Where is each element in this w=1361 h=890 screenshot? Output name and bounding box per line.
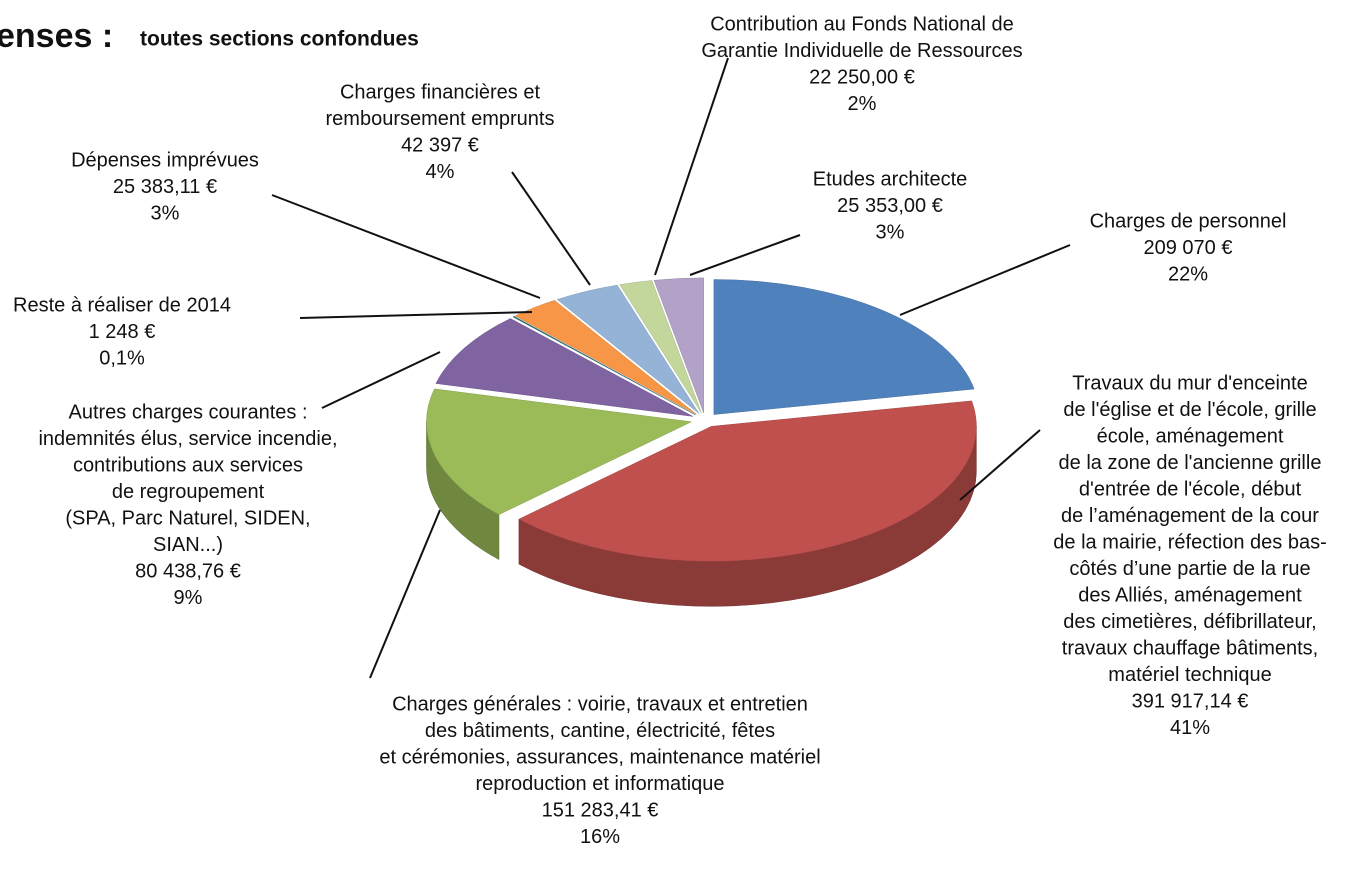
category-label: travaux chauffage bâtiments, [1062, 637, 1318, 659]
value-label: 0,1% [99, 347, 145, 369]
category-label: Charges de personnel [1090, 210, 1287, 232]
category-label: Charges financières et [340, 81, 541, 103]
chart-subtitle: toutes sections confondues [140, 28, 419, 51]
value-label: 2% [848, 93, 877, 115]
leader-line [690, 235, 800, 275]
category-label: de l'église et de l'école, grille [1063, 399, 1316, 421]
leader-line [655, 58, 728, 275]
category-label: des bâtiments, cantine, électricité, fêt… [425, 720, 775, 742]
leader-line [900, 245, 1070, 315]
category-label: côtés d’une partie de la rue [1069, 558, 1310, 580]
category-label: d'entrée de l'école, début [1079, 478, 1302, 500]
value-label: 3% [151, 202, 180, 224]
value-label: 22% [1168, 263, 1208, 285]
leader-line [272, 195, 540, 298]
category-label: Reste à réaliser de 2014 [13, 294, 231, 316]
category-label: (SPA, Parc Naturel, SIDEN, [65, 507, 310, 529]
category-label: Contribution au Fonds National de [710, 13, 1014, 35]
amount-label: 151 283,41 € [542, 799, 659, 821]
amount-label: 1 248 € [89, 321, 156, 343]
chart: enses : toutes sections confondues Charg… [0, 0, 1361, 885]
slice-label: Dépenses imprévues 25 383,11 € 3% [71, 149, 259, 224]
slice-label: Travaux du mur d'enceinte de l'église et … [1053, 372, 1326, 739]
value-label: 4% [426, 161, 455, 183]
category-label: de l’aménagement de la cour [1061, 505, 1319, 527]
category-label: école, aménagement [1097, 425, 1284, 447]
category-label: Dépenses imprévues [71, 149, 259, 171]
leader-line [322, 352, 440, 408]
category-label: contributions aux services [73, 454, 303, 476]
leader-line [300, 312, 532, 318]
amount-label: 42 397 € [401, 134, 479, 156]
slice-label: Autres charges courantes : indemnités élu… [38, 401, 337, 609]
slice-label: Charges financières et remboursement empr… [326, 81, 555, 183]
slice-label: Charges générales : voirie, travaux et e… [379, 693, 820, 848]
amount-label: 391 917,14 € [1132, 690, 1249, 712]
leader-line [512, 172, 590, 285]
amount-label: 25 353,00 € [837, 195, 943, 217]
slice-label: Charges de personnel 209 070 € 22% [1090, 210, 1287, 285]
value-label: 3% [876, 221, 905, 243]
value-label: 41% [1170, 717, 1210, 739]
category-label: Travaux du mur d'enceinte [1072, 372, 1307, 394]
amount-label: 25 383,11 € [113, 176, 217, 198]
category-label: Garantie Individuelle de Ressources [701, 40, 1022, 62]
category-label: remboursement emprunts [326, 108, 555, 130]
category-label: reproduction et informatique [475, 773, 724, 795]
category-label: Charges générales : voirie, travaux et e… [392, 693, 808, 715]
category-label: SIAN...) [153, 534, 223, 556]
slice-label: Contribution au Fonds National de Garanti… [701, 13, 1022, 115]
category-label: indemnités élus, service incendie, [38, 428, 337, 450]
category-label: Etudes architecte [813, 168, 968, 190]
category-label: des Alliés, aménagement [1078, 584, 1302, 606]
leader-line [370, 510, 440, 678]
amount-label: 80 438,76 € [135, 560, 241, 582]
value-label: 16% [580, 826, 620, 848]
amount-label: 22 250,00 € [809, 66, 915, 88]
category-label: et cérémonies, assurances, maintenance m… [379, 746, 820, 768]
category-label: de la zone de l'ancienne grille [1059, 452, 1322, 474]
category-label: matériel technique [1108, 664, 1271, 686]
slice-label: Etudes architecte 25 353,00 € 3% [813, 168, 968, 243]
category-label: des cimetières, défibrillateur, [1063, 611, 1316, 633]
slice-label: Reste à réaliser de 2014 1 248 € 0,1% [13, 294, 231, 369]
category-label: de la mairie, réfection des bas- [1053, 531, 1326, 553]
category-label: de regroupement [112, 481, 265, 503]
amount-label: 209 070 € [1144, 237, 1233, 259]
pie-tops [426, 278, 976, 561]
category-label: Autres charges courantes : [68, 401, 307, 423]
value-label: 9% [174, 587, 203, 609]
chart-title: enses : [0, 17, 113, 55]
